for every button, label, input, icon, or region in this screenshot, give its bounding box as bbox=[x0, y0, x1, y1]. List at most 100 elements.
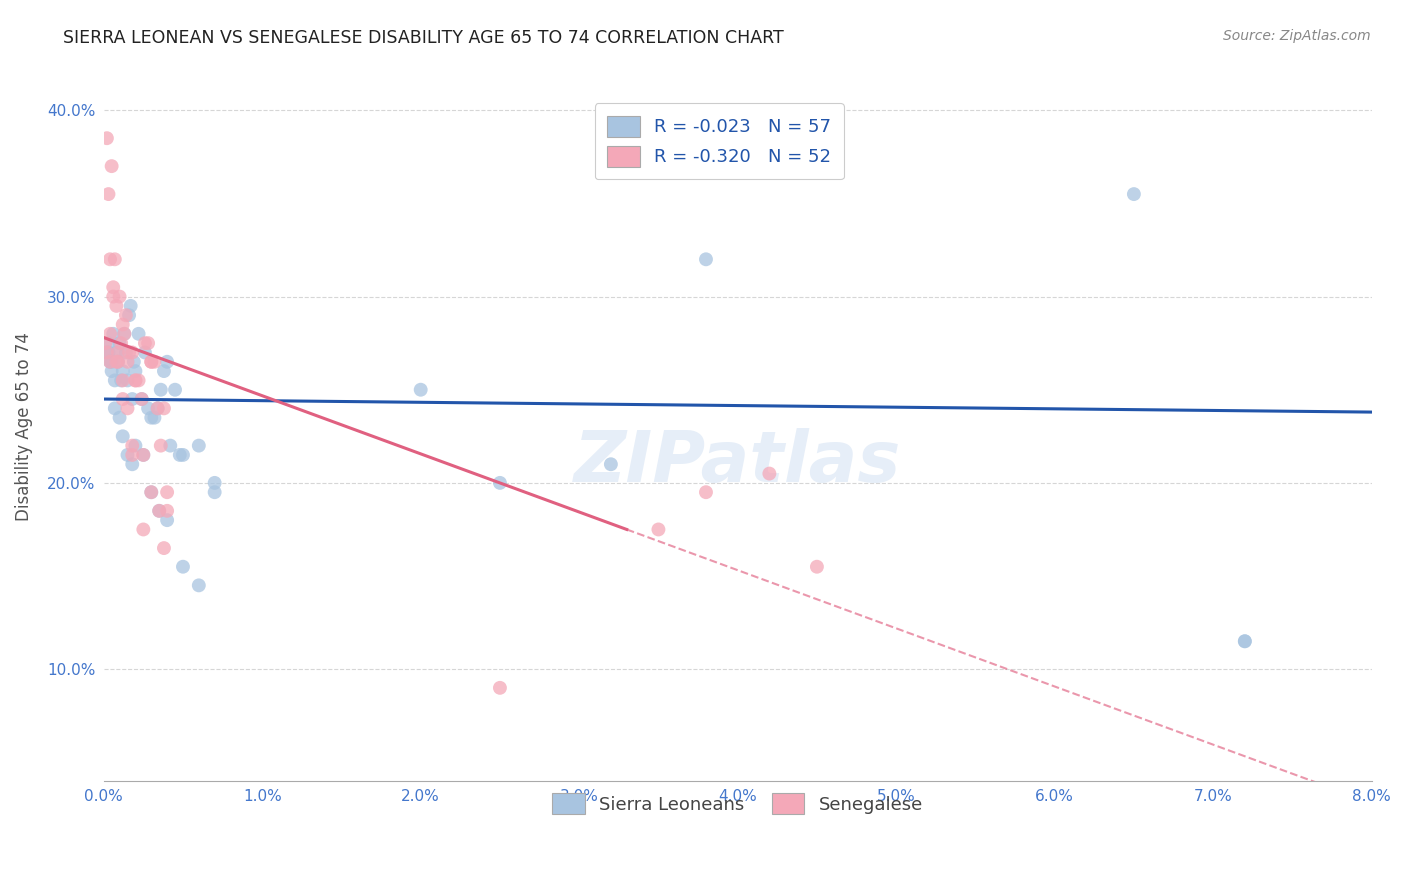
Point bbox=[100, 159, 122, 173]
Point bbox=[143, 410, 166, 425]
Point bbox=[156, 504, 179, 518]
Point bbox=[124, 373, 146, 387]
Point bbox=[118, 345, 141, 359]
Point bbox=[136, 401, 159, 416]
Point bbox=[1233, 634, 1256, 648]
Point bbox=[156, 355, 179, 369]
Point bbox=[111, 318, 134, 332]
Point bbox=[143, 355, 166, 369]
Point bbox=[121, 448, 143, 462]
Point bbox=[146, 401, 169, 416]
Point bbox=[141, 410, 163, 425]
Point bbox=[134, 336, 156, 351]
Point bbox=[117, 355, 139, 369]
Point bbox=[120, 299, 142, 313]
Point bbox=[108, 410, 131, 425]
Point bbox=[141, 355, 163, 369]
Point bbox=[121, 392, 143, 406]
Point bbox=[117, 448, 139, 462]
Point bbox=[149, 383, 172, 397]
Point bbox=[110, 373, 132, 387]
Point bbox=[108, 336, 131, 351]
Point bbox=[695, 252, 717, 267]
Point bbox=[153, 401, 176, 416]
Point bbox=[156, 513, 179, 527]
Point bbox=[128, 326, 150, 341]
Text: ZIPatlas: ZIPatlas bbox=[574, 428, 901, 497]
Point bbox=[111, 429, 134, 443]
Point bbox=[132, 448, 155, 462]
Point bbox=[1122, 187, 1144, 202]
Point bbox=[758, 467, 780, 481]
Point bbox=[115, 345, 138, 359]
Point bbox=[128, 373, 150, 387]
Point bbox=[172, 559, 194, 574]
Point bbox=[105, 345, 128, 359]
Point bbox=[97, 336, 120, 351]
Point bbox=[148, 504, 170, 518]
Point bbox=[148, 504, 170, 518]
Point bbox=[107, 345, 129, 359]
Point bbox=[146, 401, 169, 416]
Point bbox=[100, 364, 122, 378]
Point bbox=[187, 439, 209, 453]
Point bbox=[153, 364, 176, 378]
Point bbox=[134, 345, 156, 359]
Point bbox=[98, 355, 121, 369]
Point bbox=[172, 448, 194, 462]
Point bbox=[103, 326, 125, 341]
Point bbox=[204, 485, 226, 500]
Point bbox=[122, 355, 145, 369]
Point bbox=[204, 475, 226, 490]
Point bbox=[111, 392, 134, 406]
Point bbox=[108, 289, 131, 303]
Point bbox=[98, 252, 121, 267]
Point bbox=[124, 373, 146, 387]
Point bbox=[489, 681, 512, 695]
Point bbox=[94, 336, 117, 351]
Point bbox=[141, 355, 163, 369]
Point bbox=[97, 187, 120, 202]
Point bbox=[110, 336, 132, 351]
Point bbox=[103, 289, 125, 303]
Point bbox=[159, 439, 181, 453]
Point bbox=[136, 336, 159, 351]
Point bbox=[806, 559, 828, 574]
Point bbox=[107, 355, 129, 369]
Point bbox=[104, 401, 127, 416]
Point bbox=[96, 345, 118, 359]
Point bbox=[105, 299, 128, 313]
Point bbox=[104, 373, 127, 387]
Point bbox=[131, 392, 153, 406]
Text: Source: ZipAtlas.com: Source: ZipAtlas.com bbox=[1223, 29, 1371, 43]
Point bbox=[103, 280, 125, 294]
Point bbox=[104, 252, 127, 267]
Point bbox=[124, 364, 146, 378]
Point bbox=[409, 383, 432, 397]
Point bbox=[156, 485, 179, 500]
Point bbox=[647, 523, 669, 537]
Point bbox=[121, 457, 143, 471]
Point bbox=[149, 439, 172, 453]
Point bbox=[141, 485, 163, 500]
Point bbox=[97, 345, 120, 359]
Point bbox=[124, 439, 146, 453]
Point bbox=[96, 345, 118, 359]
Point bbox=[118, 308, 141, 322]
Point bbox=[141, 485, 163, 500]
Point bbox=[169, 448, 191, 462]
Point bbox=[115, 308, 138, 322]
Point bbox=[132, 448, 155, 462]
Point bbox=[489, 475, 512, 490]
Point bbox=[121, 345, 143, 359]
Point bbox=[599, 457, 621, 471]
Point bbox=[112, 326, 135, 341]
Point bbox=[96, 131, 118, 145]
Point bbox=[117, 373, 139, 387]
Text: SIERRA LEONEAN VS SENEGALESE DISABILITY AGE 65 TO 74 CORRELATION CHART: SIERRA LEONEAN VS SENEGALESE DISABILITY … bbox=[63, 29, 785, 46]
Point bbox=[132, 523, 155, 537]
Point bbox=[153, 541, 176, 555]
Point bbox=[117, 401, 139, 416]
Point bbox=[98, 355, 121, 369]
Point bbox=[695, 485, 717, 500]
